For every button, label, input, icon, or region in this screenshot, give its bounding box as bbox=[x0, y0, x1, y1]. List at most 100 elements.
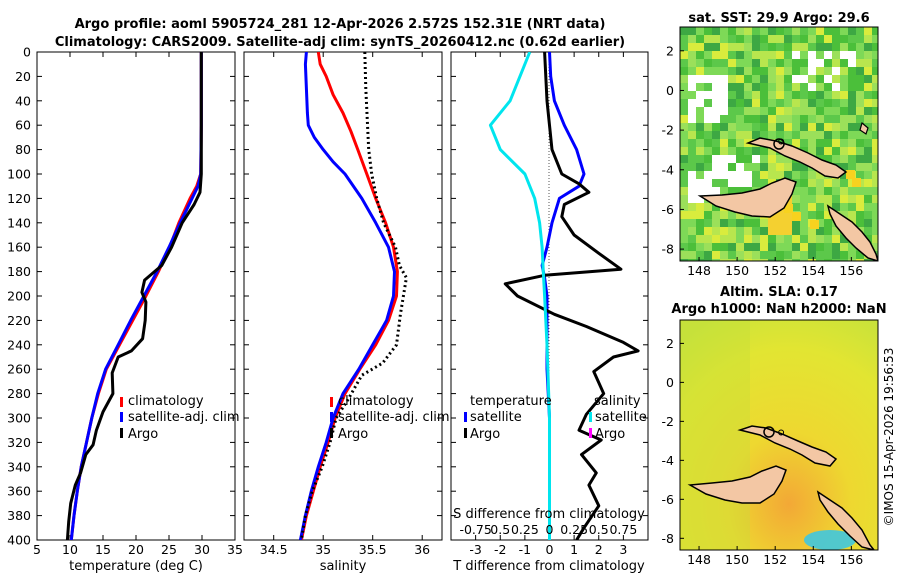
sst-cell bbox=[696, 51, 704, 59]
sst-cell bbox=[872, 27, 878, 35]
sst-cell bbox=[712, 35, 720, 43]
sst-cell bbox=[824, 235, 832, 243]
sst-cell bbox=[848, 43, 856, 51]
map-x-tick-label: 156 bbox=[839, 263, 863, 278]
sst-cell bbox=[680, 99, 688, 107]
sst-cell bbox=[824, 243, 832, 251]
sst-cell bbox=[800, 171, 808, 179]
sst-cell bbox=[752, 91, 760, 99]
sst-cell bbox=[872, 235, 878, 243]
sst-cell bbox=[728, 43, 736, 51]
sst-cell bbox=[776, 219, 784, 227]
sst-cell bbox=[760, 155, 768, 163]
sst-cell bbox=[856, 91, 864, 99]
legend-swatch-s-satellite bbox=[589, 412, 592, 422]
sst-cell bbox=[768, 235, 776, 243]
sst-cell bbox=[760, 27, 768, 35]
sst-cell bbox=[704, 51, 712, 59]
sst-cell bbox=[768, 259, 776, 261]
sst-cell bbox=[688, 91, 696, 99]
sst-cell bbox=[800, 131, 808, 139]
sst-cell bbox=[752, 35, 760, 43]
sst-cell bbox=[848, 115, 856, 123]
sst-cell bbox=[696, 131, 704, 139]
sst-cell bbox=[704, 131, 712, 139]
sst-cell bbox=[848, 83, 856, 91]
sst-cell bbox=[824, 131, 832, 139]
sst-cell bbox=[712, 243, 720, 251]
sst-cell bbox=[704, 27, 712, 35]
sst-cell bbox=[856, 107, 864, 115]
sst-cell bbox=[848, 147, 856, 155]
sst-cell bbox=[776, 259, 784, 261]
sst-cell bbox=[800, 51, 808, 59]
sst-cell bbox=[744, 27, 752, 35]
sst-cell bbox=[808, 43, 816, 51]
sst-cell bbox=[832, 51, 840, 59]
top-x-tick-label: 0.5 bbox=[589, 522, 609, 537]
sst-cell bbox=[776, 67, 784, 75]
sst-cell bbox=[816, 259, 824, 261]
map-x-tick-label: 152 bbox=[763, 552, 787, 567]
sst-cell bbox=[832, 251, 840, 259]
x-tick-label: 36 bbox=[414, 542, 430, 557]
sst-cell bbox=[720, 131, 728, 139]
sst-cell bbox=[696, 211, 704, 219]
sst-cell bbox=[824, 219, 832, 227]
map-x-tick-label: 148 bbox=[687, 263, 711, 278]
sst-cell bbox=[704, 43, 712, 51]
sst-cell bbox=[824, 139, 832, 147]
sst-cell bbox=[704, 203, 712, 211]
sst-cell bbox=[792, 91, 800, 99]
sst-cell bbox=[704, 211, 712, 219]
sst-cell bbox=[776, 243, 784, 251]
sst-cell bbox=[848, 107, 856, 115]
sst-cell bbox=[696, 203, 704, 211]
sst-cell bbox=[832, 179, 840, 187]
sst-cell bbox=[680, 43, 688, 51]
legend-label-t-satellite: satellite bbox=[470, 410, 522, 425]
sst-cell bbox=[696, 147, 704, 155]
map-x-tick-label: 156 bbox=[839, 552, 863, 567]
sst-cell bbox=[776, 211, 784, 219]
sst-cell bbox=[744, 75, 752, 83]
sst-cell bbox=[680, 115, 688, 123]
sst-warm-cell bbox=[792, 212, 801, 221]
depth-tick-label: 320 bbox=[7, 435, 31, 450]
sst-cell bbox=[736, 155, 744, 163]
sst-cell bbox=[760, 83, 768, 91]
sst-cell bbox=[832, 235, 840, 243]
sst-cell bbox=[856, 211, 864, 219]
sst-cell bbox=[832, 123, 840, 131]
sst-cell bbox=[816, 83, 824, 91]
sst-cell bbox=[840, 235, 848, 243]
sst-cell bbox=[832, 139, 840, 147]
sst-cell bbox=[712, 131, 720, 139]
legend-label-climatology: climatology bbox=[128, 394, 204, 409]
sst-cell bbox=[848, 211, 856, 219]
sst-cell bbox=[768, 155, 776, 163]
sst-cell bbox=[744, 99, 752, 107]
sst-cell bbox=[728, 235, 736, 243]
sst-cell bbox=[752, 67, 760, 75]
sst-cell bbox=[840, 131, 848, 139]
sst-cell bbox=[864, 99, 872, 107]
sst-cell bbox=[752, 43, 760, 51]
sst-cell bbox=[736, 219, 744, 227]
sst-cell bbox=[816, 147, 824, 155]
argo-position-marker bbox=[778, 138, 785, 145]
sst-cell bbox=[728, 51, 736, 59]
sst-cell bbox=[728, 251, 736, 259]
map-x-tick-label: 154 bbox=[801, 263, 825, 278]
sst-cell bbox=[728, 91, 736, 99]
top-x-tick-label: -0.75 bbox=[459, 522, 491, 537]
sst-cell bbox=[832, 131, 840, 139]
sst-cell bbox=[704, 99, 712, 107]
sst-cell bbox=[728, 107, 736, 115]
sst-cell bbox=[768, 27, 776, 35]
sla-map: Altim. SLA: 0.17 Argo h1000: NaN h2000: … bbox=[662, 285, 887, 567]
sst-cell bbox=[696, 171, 704, 179]
depth-tick-label: 140 bbox=[7, 215, 31, 230]
sst-cell bbox=[864, 203, 872, 211]
sst-cell bbox=[864, 139, 872, 147]
